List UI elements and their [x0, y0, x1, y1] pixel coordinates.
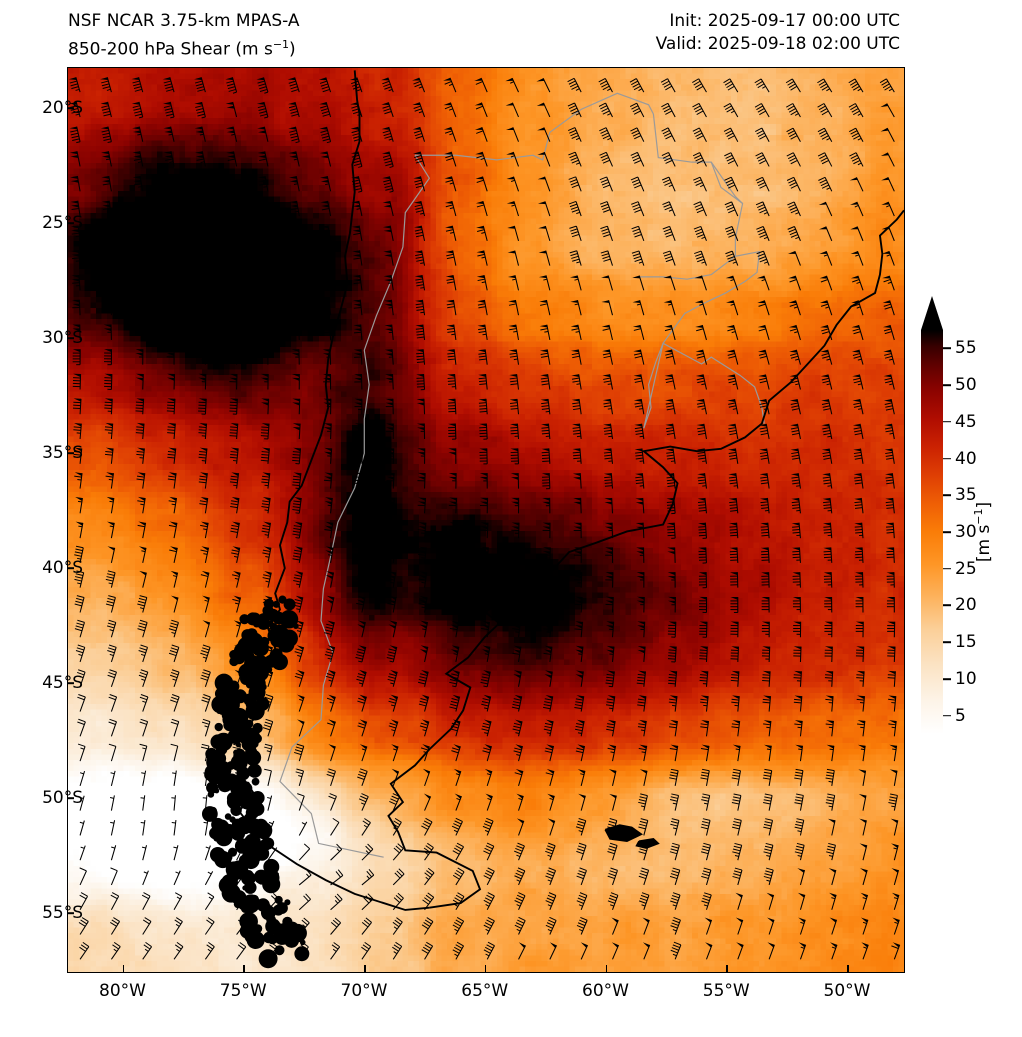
- x-axis-label--60: 60°W: [582, 981, 629, 1001]
- model-title: NSF NCAR 3.75-km MPAS-A 850-200 hPa Shea…: [68, 10, 300, 62]
- y-axis-label--25: 25°S: [42, 213, 83, 233]
- colorbar-body: [921, 330, 943, 734]
- y-axis-tick: [67, 912, 74, 914]
- x-axis-tick: [364, 965, 366, 972]
- colorbar-tick: [943, 421, 951, 423]
- y-axis-tick: [67, 682, 74, 685]
- x-axis-tick: [484, 965, 487, 972]
- colorbar-extend-max-arrow: [921, 296, 943, 330]
- units-exponent: −1: [273, 38, 289, 51]
- field-name: 850-200 hPa Shear (m s−1): [68, 33, 300, 62]
- colorbar-tick: [943, 678, 951, 680]
- colorbar: [m s−1] 5 10 15 20 25 30 35 40 45 50 55: [921, 296, 1021, 768]
- colorbar-tick: [943, 494, 951, 497]
- x-axis-tick: [122, 965, 125, 972]
- colorbar-gradient: [921, 330, 943, 734]
- colorbar-tick-label-40: 40: [955, 449, 977, 469]
- colorbar-tick-label-50: 50: [955, 375, 977, 395]
- figure-header: NSF NCAR 3.75-km MPAS-A 850-200 hPa Shea…: [0, 0, 1022, 64]
- y-axis-label--55: 55°S: [42, 903, 83, 923]
- init-time: Init: 2025-09-17 00:00 UTC: [656, 10, 900, 33]
- y-axis-tick: [67, 797, 74, 800]
- colorbar-tick-label-35: 35: [955, 485, 977, 505]
- x-axis-label--70: 70°W: [341, 981, 388, 1001]
- valid-time: Valid: 2025-09-18 02:00 UTC: [656, 33, 900, 56]
- colorbar-tick: [943, 641, 951, 643]
- colorbar-tick-label-5: 5: [955, 706, 966, 726]
- y-axis-tick: [67, 107, 74, 110]
- y-axis-label--45: 45°S: [42, 673, 83, 693]
- colorbar-tick: [943, 531, 951, 533]
- x-axis-tick: [726, 965, 728, 972]
- colorbar-tick: [943, 567, 951, 570]
- x-axis-label--55: 55°W: [703, 981, 750, 1001]
- colorbar-tick-label-30: 30: [955, 522, 977, 542]
- x-axis-tick: [847, 965, 849, 972]
- x-axis-label--75: 75°W: [220, 981, 267, 1001]
- colorbar-tick: [943, 604, 951, 607]
- colorbar-tick-label-55: 55: [955, 338, 977, 358]
- x-axis-label--50: 50°W: [824, 981, 871, 1001]
- x-axis-tick: [243, 965, 245, 972]
- valid-time-block: Init: 2025-09-17 00:00 UTC Valid: 2025-0…: [656, 10, 900, 56]
- y-axis-label--20: 20°S: [42, 98, 83, 118]
- y-axis-label--50: 50°S: [42, 788, 83, 808]
- y-axis-tick: [67, 567, 74, 570]
- model-name: NSF NCAR 3.75-km MPAS-A: [68, 10, 300, 33]
- colorbar-tick: [943, 347, 951, 350]
- y-axis-label--30: 30°S: [42, 328, 83, 348]
- y-axis-tick: [67, 452, 74, 455]
- colorbar-extend-min-arrow: [921, 734, 943, 768]
- colorbar-tick: [943, 714, 951, 717]
- x-axis-tick: [605, 965, 608, 972]
- y-axis-tick: [67, 222, 74, 225]
- x-axis-label--80: 80°W: [99, 981, 146, 1001]
- colorbar-tick: [943, 457, 951, 460]
- colorbar-tick: [943, 384, 951, 386]
- y-axis-tick: [67, 337, 74, 340]
- colorbar-tick-label-20: 20: [955, 595, 977, 615]
- colorbar-tick-label-10: 10: [955, 669, 977, 689]
- x-axis-label--65: 65°W: [461, 981, 508, 1001]
- y-axis-label--35: 35°S: [42, 443, 83, 463]
- y-axis-label--40: 40°S: [42, 558, 83, 578]
- colorbar-tick-label-15: 15: [955, 632, 977, 652]
- colorbar-tick-label-25: 25: [955, 559, 977, 579]
- colorbar-tick-label-45: 45: [955, 412, 977, 432]
